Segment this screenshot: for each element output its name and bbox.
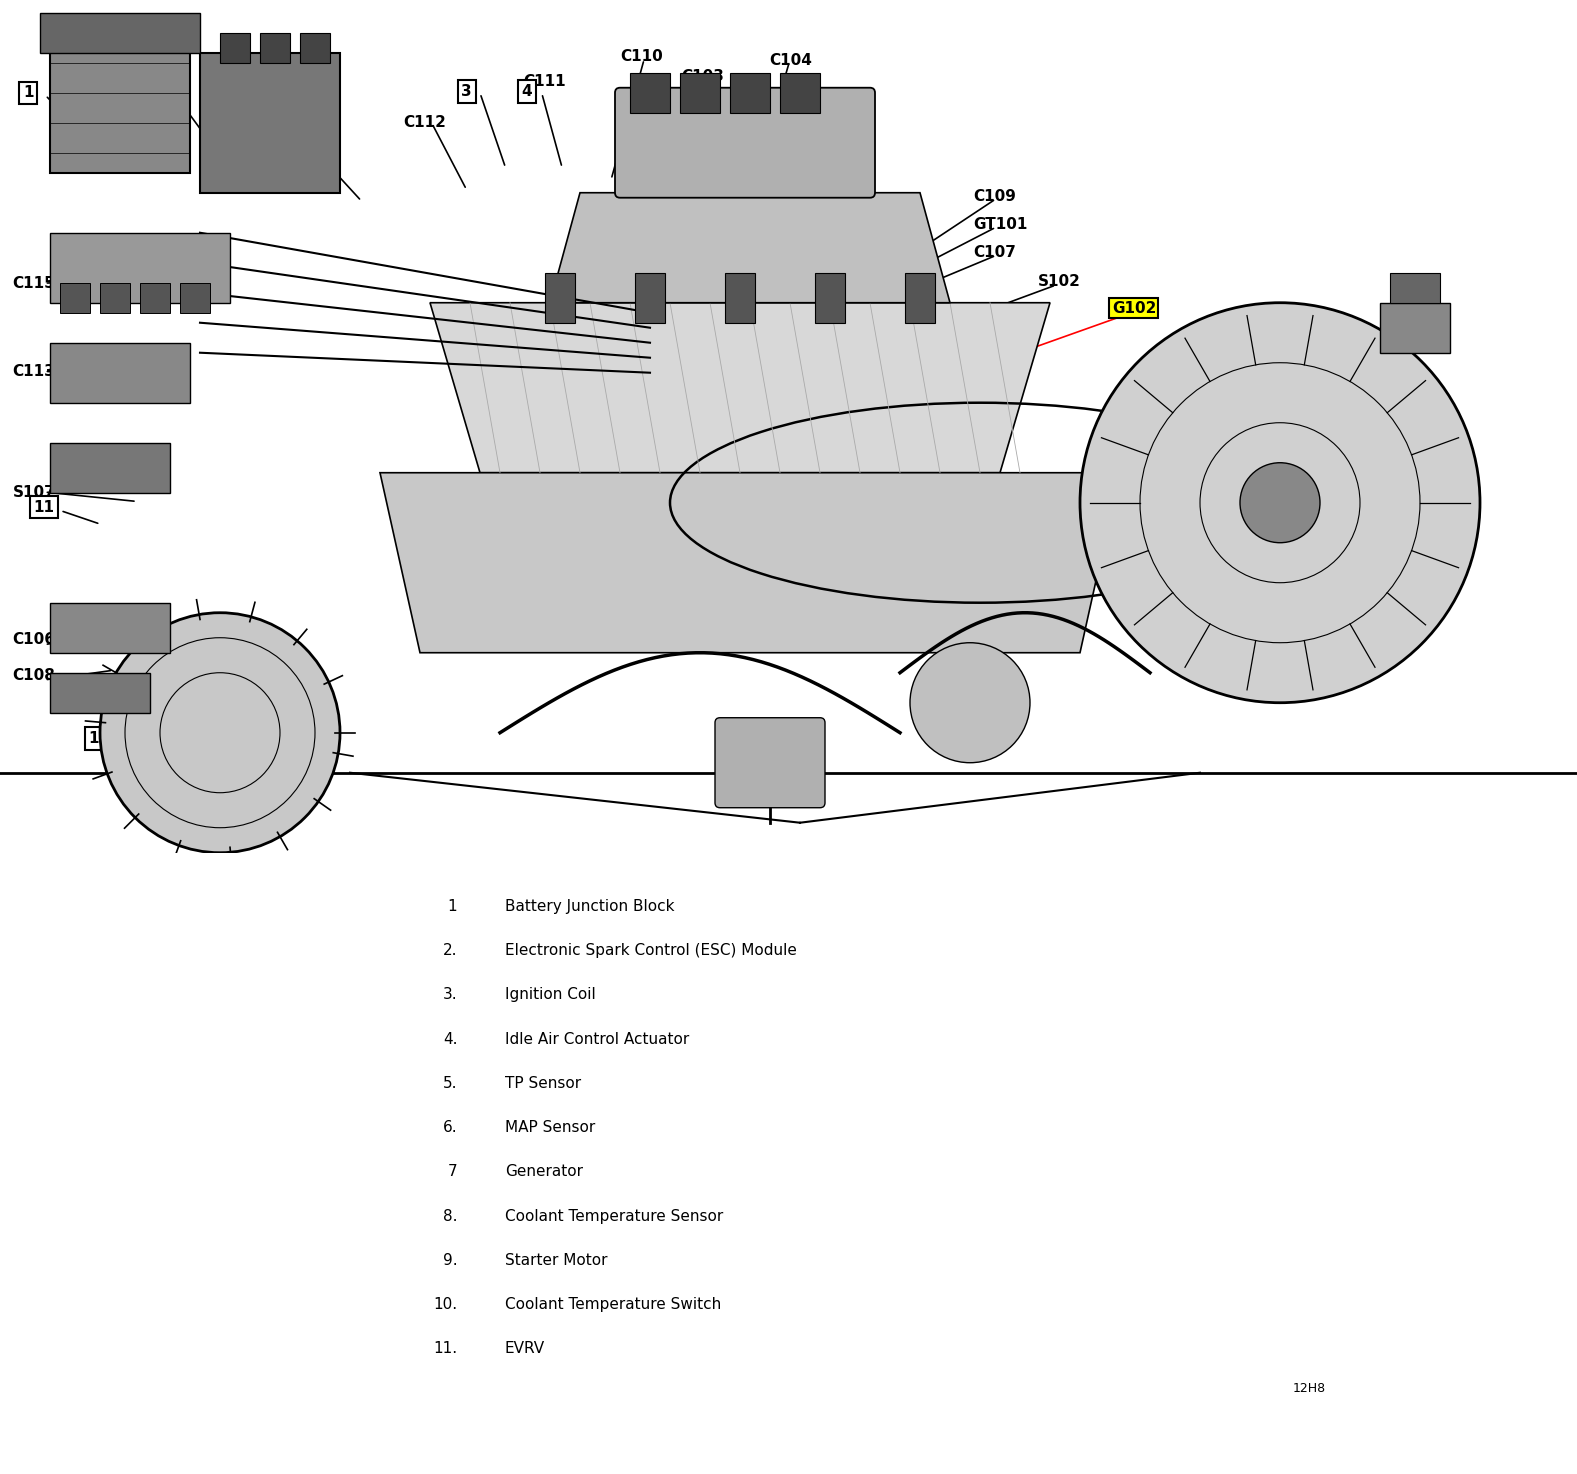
Text: C115: C115	[13, 276, 55, 290]
Text: 9: 9	[173, 775, 183, 790]
Text: 8.: 8.	[443, 1209, 457, 1223]
Text: Idle Air Control Actuator: Idle Air Control Actuator	[505, 1032, 689, 1047]
Circle shape	[910, 643, 1030, 762]
Text: 6.: 6.	[443, 1120, 457, 1135]
Polygon shape	[550, 193, 949, 302]
FancyBboxPatch shape	[714, 718, 825, 808]
Bar	[905, 273, 935, 323]
Text: 10.: 10.	[434, 1297, 457, 1312]
Bar	[99, 283, 129, 312]
Text: 1: 1	[448, 899, 457, 914]
Bar	[629, 72, 670, 112]
Text: C113: C113	[13, 364, 55, 379]
Text: C104: C104	[770, 53, 812, 68]
Text: 5: 5	[725, 175, 735, 190]
Text: 1: 1	[24, 85, 33, 100]
FancyBboxPatch shape	[200, 53, 341, 193]
Bar	[39, 13, 200, 53]
Text: 3: 3	[462, 84, 472, 99]
Text: 4.: 4.	[443, 1032, 457, 1047]
Bar	[781, 72, 820, 112]
Circle shape	[1240, 463, 1320, 542]
Polygon shape	[380, 473, 1120, 653]
Text: S107: S107	[13, 485, 55, 500]
Text: Coolant Temperature Switch: Coolant Temperature Switch	[505, 1297, 721, 1312]
Text: Coolant Temperature Sensor: Coolant Temperature Sensor	[505, 1209, 722, 1223]
Text: 10: 10	[88, 731, 110, 746]
Bar	[1380, 302, 1449, 352]
Circle shape	[1080, 302, 1479, 703]
Bar	[725, 273, 755, 323]
Polygon shape	[431, 302, 1050, 473]
Text: 11: 11	[33, 500, 55, 514]
Text: C107: C107	[973, 245, 1016, 259]
Text: 12H8: 12H8	[1293, 1383, 1326, 1394]
Text: C103: C103	[681, 69, 724, 84]
Bar	[680, 72, 721, 112]
Bar	[546, 273, 576, 323]
Bar	[50, 343, 189, 402]
Bar	[300, 32, 330, 63]
Bar	[180, 283, 210, 312]
Text: Starter Motor: Starter Motor	[505, 1253, 607, 1268]
Bar	[50, 442, 170, 492]
Text: MAP Sensor: MAP Sensor	[505, 1120, 595, 1135]
FancyBboxPatch shape	[615, 88, 875, 198]
Text: Electronic Spark Control (ESC) Module: Electronic Spark Control (ESC) Module	[505, 943, 796, 958]
Bar	[50, 32, 189, 172]
Bar	[730, 72, 770, 112]
Text: G102: G102	[1112, 301, 1156, 315]
Text: 4: 4	[522, 84, 531, 99]
Text: 8: 8	[763, 761, 773, 775]
Bar	[50, 233, 230, 302]
Text: 9.: 9.	[443, 1253, 457, 1268]
Text: C111: C111	[524, 74, 566, 88]
Bar	[260, 32, 290, 63]
Text: 11.: 11.	[434, 1341, 457, 1356]
Text: 3.: 3.	[443, 988, 457, 1002]
Text: C110: C110	[620, 49, 662, 63]
Text: Battery Junction Block: Battery Junction Block	[505, 899, 673, 914]
Text: 7: 7	[448, 1164, 457, 1179]
Text: 7: 7	[1083, 506, 1093, 520]
Bar	[60, 283, 90, 312]
Bar	[50, 603, 170, 653]
Bar	[221, 32, 251, 63]
Text: 5.: 5.	[443, 1076, 457, 1091]
Text: EVRV: EVRV	[505, 1341, 544, 1356]
Text: S102: S102	[1038, 274, 1080, 289]
Text: C108: C108	[13, 668, 55, 682]
Bar	[140, 283, 170, 312]
Text: TP Sensor: TP Sensor	[505, 1076, 580, 1091]
Text: C109: C109	[973, 189, 1016, 203]
Text: Ignition Coil: Ignition Coil	[505, 988, 596, 1002]
Text: C102: C102	[1293, 417, 1336, 432]
Bar	[636, 273, 665, 323]
Text: 2: 2	[161, 91, 170, 106]
Bar	[815, 273, 845, 323]
Text: C105: C105	[814, 587, 856, 601]
Text: C106: C106	[13, 632, 55, 647]
Text: 6: 6	[781, 175, 790, 190]
Text: 2.: 2.	[443, 943, 457, 958]
Text: Generator: Generator	[505, 1164, 582, 1179]
Circle shape	[99, 613, 341, 853]
Text: C112: C112	[404, 115, 446, 130]
Bar	[1389, 273, 1440, 302]
Bar	[50, 672, 150, 713]
Text: G105: G105	[981, 548, 1025, 563]
Text: GT101: GT101	[973, 217, 1027, 231]
Text: C114: C114	[241, 84, 284, 99]
